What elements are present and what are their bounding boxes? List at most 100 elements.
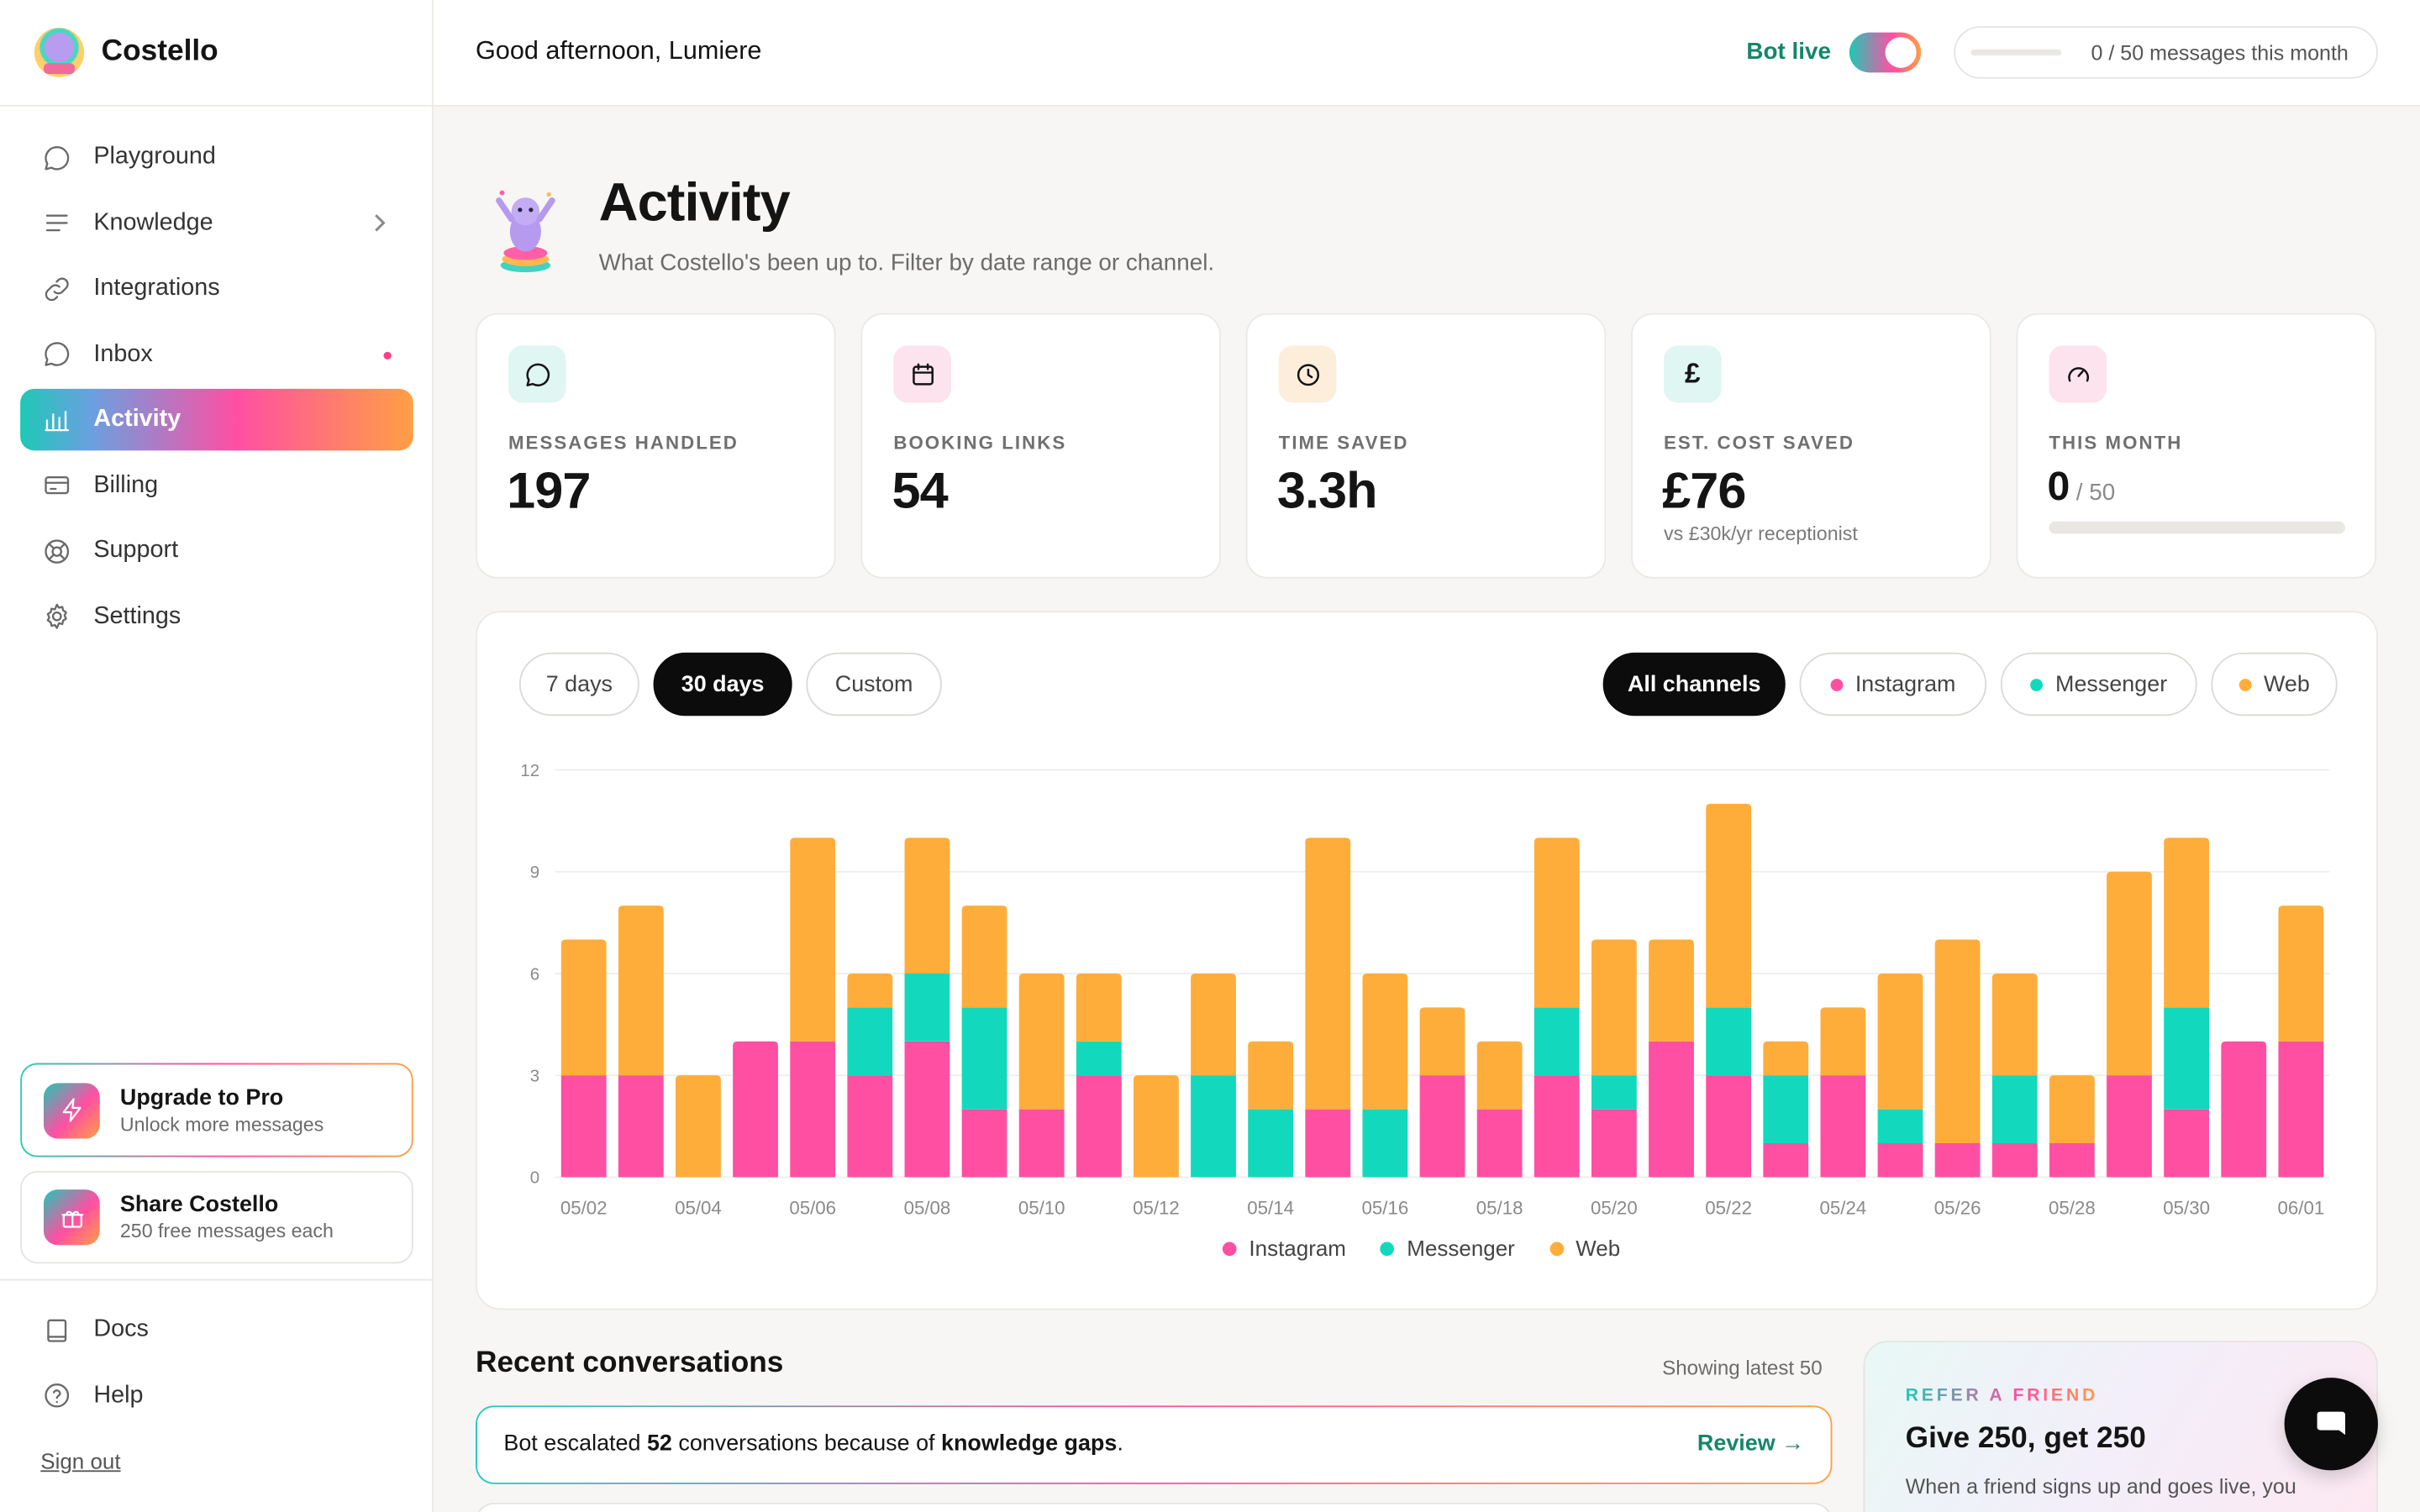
chevron-right-icon[interactable] [373, 213, 386, 233]
bar-web-05-15[interactable] [1305, 837, 1351, 1110]
sidebar: Costello Playground Knowledge Integratio… [0, 0, 434, 1512]
bar-web-05-09[interactable] [961, 906, 1007, 1008]
bar-instagram-05-26[interactable] [1934, 1142, 1981, 1178]
bar-instagram-05-24[interactable] [1820, 1075, 1866, 1178]
bar-web-05-20[interactable] [1591, 939, 1637, 1076]
bar-web-05-13[interactable] [1191, 973, 1236, 1076]
x-tick-label: 05/10 [1018, 1198, 1065, 1219]
bar-web-05-27[interactable] [1991, 973, 2038, 1076]
bar-instagram-05-30[interactable] [2164, 1109, 2210, 1178]
bar-web-05-19[interactable] [1534, 837, 1580, 1008]
sidebar-item-inbox[interactable]: Inbox [20, 323, 413, 385]
bar-web-05-17[interactable] [1419, 1007, 1465, 1076]
bar-web-05-11[interactable] [1076, 973, 1122, 1042]
bar-web-05-21[interactable] [1649, 939, 1694, 1042]
bar-messenger-05-22[interactable] [1706, 1007, 1752, 1076]
bar-instagram-05-27[interactable] [1991, 1142, 2038, 1178]
bar-instagram-05-23[interactable] [1763, 1142, 1809, 1178]
bar-messenger-05-30[interactable] [2164, 1007, 2210, 1110]
bar-messenger-05-19[interactable] [1534, 1007, 1580, 1076]
bar-instagram-05-21[interactable] [1649, 1041, 1694, 1178]
bar-web-06-01[interactable] [2278, 906, 2324, 1042]
sidebar-item-playground[interactable]: Playground [20, 127, 413, 188]
sidebar-item-support[interactable]: Support [20, 520, 413, 581]
bar-messenger-05-20[interactable] [1591, 1075, 1637, 1110]
bar-web-05-28[interactable] [2049, 1075, 2095, 1143]
review-link[interactable]: Review → [1697, 1431, 1805, 1457]
bar-web-05-14[interactable] [1248, 1041, 1294, 1110]
sidebar-item-integrations[interactable]: Integrations [20, 258, 413, 319]
range-custom-button[interactable]: Custom [806, 652, 942, 717]
bar-instagram-05-08[interactable] [904, 1041, 950, 1178]
channel-all-button[interactable]: All channels [1602, 652, 1786, 717]
bar-messenger-05-25[interactable] [1877, 1109, 1923, 1143]
bar-messenger-05-08[interactable] [904, 973, 950, 1042]
bar-web-05-08[interactable] [904, 837, 950, 974]
bar-instagram-05-03[interactable] [618, 1075, 664, 1178]
bar-web-05-26[interactable] [1934, 939, 1981, 1143]
bar-web-05-12[interactable] [1134, 1075, 1179, 1178]
bar-instagram-05-10[interactable] [1018, 1109, 1065, 1178]
range-30-days-button[interactable]: 30 days [653, 652, 792, 717]
bar-web-05-22[interactable] [1706, 803, 1752, 1008]
bar-web-05-25[interactable] [1877, 973, 1923, 1110]
sign-out-link[interactable]: Sign out [40, 1448, 121, 1474]
bar-web-05-03[interactable] [618, 906, 664, 1076]
bar-instagram-05-05[interactable] [733, 1041, 778, 1178]
bar-messenger-05-23[interactable] [1763, 1075, 1809, 1143]
bot-live-toggle[interactable] [1849, 32, 1922, 73]
range-7-days-button[interactable]: 7 days [518, 652, 639, 717]
bar-web-05-06[interactable] [790, 837, 836, 1042]
bar-instagram-05-11[interactable] [1076, 1075, 1122, 1178]
bar-web-05-10[interactable] [1018, 973, 1065, 1110]
channel-web-button[interactable]: Web [2211, 652, 2338, 717]
bar-web-05-23[interactable] [1763, 1041, 1809, 1076]
bar-instagram-05-02[interactable] [560, 1075, 607, 1178]
bar-instagram-05-31[interactable] [2221, 1041, 2267, 1178]
bar-web-05-16[interactable] [1362, 973, 1408, 1110]
chat-launcher-button[interactable] [2284, 1378, 2378, 1471]
bar-web-05-18[interactable] [1476, 1041, 1523, 1110]
bar-messenger-05-07[interactable] [847, 1007, 893, 1076]
sidebar-item-billing[interactable]: Billing [20, 454, 413, 516]
bar-instagram-05-25[interactable] [1877, 1142, 1923, 1178]
sidebar-item-knowledge[interactable]: Knowledge [20, 192, 413, 254]
bar-instagram-05-06[interactable] [790, 1041, 836, 1178]
bar-messenger-05-27[interactable] [1991, 1075, 2038, 1143]
upgrade-to-pro-button[interactable]: Upgrade to Pro Unlock more messages [20, 1063, 413, 1157]
bar-messenger-05-14[interactable] [1248, 1109, 1294, 1178]
sidebar-item-help[interactable]: Help [20, 1365, 413, 1426]
bar-web-05-24[interactable] [1820, 1007, 1866, 1076]
bar-instagram-05-20[interactable] [1591, 1109, 1637, 1178]
bar-instagram-05-07[interactable] [847, 1075, 893, 1178]
page-title: Activity [598, 172, 791, 234]
bar-instagram-05-28[interactable] [2049, 1142, 2095, 1178]
bar-instagram-05-09[interactable] [961, 1109, 1007, 1178]
bar-instagram-05-18[interactable] [1476, 1109, 1523, 1178]
bar-instagram-06-01[interactable] [2278, 1041, 2324, 1178]
bar-web-05-07[interactable] [847, 973, 893, 1008]
sidebar-item-settings[interactable]: Settings [20, 585, 413, 647]
chat-bubble-icon [40, 142, 71, 173]
bar-web-05-29[interactable] [2107, 871, 2152, 1076]
bar-instagram-05-22[interactable] [1706, 1075, 1752, 1178]
bar-messenger-05-11[interactable] [1076, 1041, 1122, 1076]
brand[interactable]: Costello [0, 0, 434, 107]
bar-messenger-05-13[interactable] [1191, 1075, 1236, 1178]
sidebar-item-activity[interactable]: Activity [20, 388, 413, 451]
bar-instagram-05-19[interactable] [1534, 1075, 1580, 1178]
share-costello-button[interactable]: Share Costello 250 free messages each [20, 1171, 413, 1264]
bar-web-05-02[interactable] [560, 939, 607, 1076]
sidebar-item-docs[interactable]: Docs [20, 1299, 413, 1361]
conversation-row[interactable] [475, 1502, 1833, 1512]
bar-instagram-05-17[interactable] [1419, 1075, 1465, 1178]
channel-messenger-button[interactable]: Messenger [2000, 652, 2197, 717]
bar-web-05-30[interactable] [2164, 837, 2210, 1008]
bar-messenger-05-16[interactable] [1362, 1109, 1408, 1178]
bar-web-05-04[interactable] [676, 1075, 721, 1178]
refer-a-friend-card[interactable]: REFER A FRIEND Give 250, get 250 When a … [1863, 1341, 2378, 1512]
bar-messenger-05-09[interactable] [961, 1007, 1007, 1110]
channel-instagram-button[interactable]: Instagram [1799, 652, 1987, 717]
bar-instagram-05-15[interactable] [1305, 1109, 1351, 1178]
bar-instagram-05-29[interactable] [2107, 1075, 2152, 1178]
